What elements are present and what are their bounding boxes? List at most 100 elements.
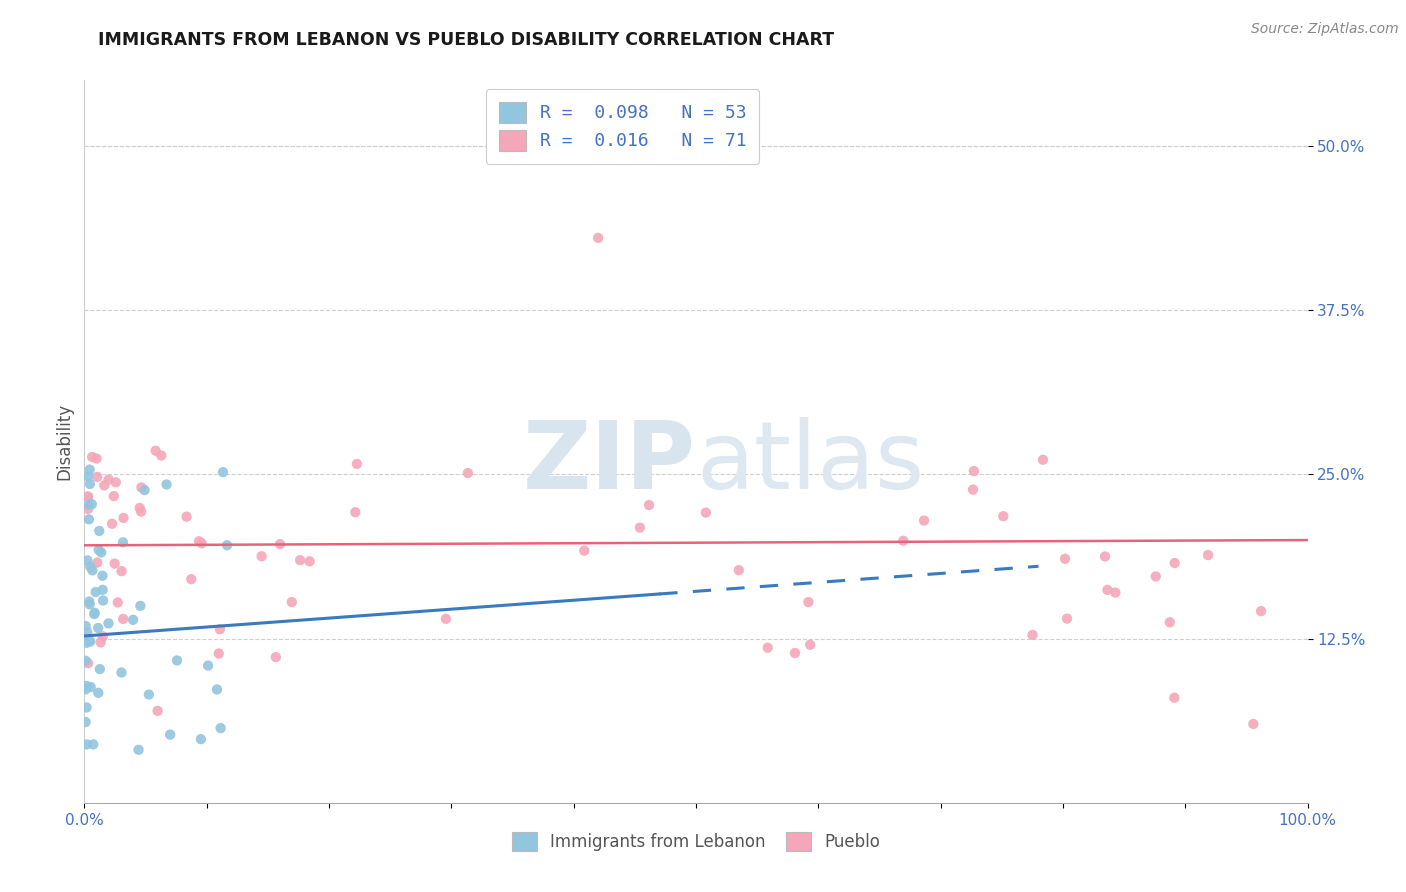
Point [80, 680, 103, 694]
Point [111, 535, 134, 549]
Point [264, 650, 287, 665]
Point [269, 537, 291, 551]
Point [82, 563, 104, 577]
Point [166, 653, 188, 667]
Point [434, 612, 457, 626]
Point [574, 543, 596, 558]
Point [76, 738, 98, 752]
Point [77, 512, 100, 526]
Point [1056, 612, 1078, 626]
Point [1197, 548, 1219, 562]
Point [250, 549, 273, 564]
Point [586, 231, 609, 245]
Point [80, 497, 103, 511]
Point [1094, 549, 1116, 564]
Legend: Immigrants from Lebanon, Pueblo: Immigrants from Lebanon, Pueblo [503, 823, 889, 860]
Point [83, 606, 105, 620]
Point [963, 464, 986, 478]
Point [79, 462, 101, 476]
Point [457, 466, 479, 480]
Y-axis label: Disability: Disability [55, 403, 73, 480]
Point [76, 700, 98, 714]
Point [208, 623, 231, 637]
Point [155, 477, 177, 491]
Point [727, 563, 749, 577]
Point [110, 665, 132, 680]
Point [891, 533, 914, 548]
Point [90, 635, 112, 649]
Point [799, 638, 821, 652]
Point [110, 564, 132, 578]
Point [107, 595, 129, 609]
Point [1054, 551, 1077, 566]
Point [79, 598, 101, 612]
Point [82, 738, 104, 752]
Point [83, 607, 105, 621]
Point [756, 640, 779, 655]
Point [1097, 582, 1119, 597]
Point [150, 449, 173, 463]
Point [84, 585, 107, 599]
Point [1159, 615, 1181, 630]
Point [91, 593, 114, 607]
Point [90, 545, 112, 559]
Point [134, 483, 156, 497]
Point [101, 516, 124, 531]
Point [131, 481, 153, 495]
Point [298, 554, 321, 568]
Point [346, 457, 368, 471]
Point [79, 477, 101, 491]
Point [86, 556, 108, 570]
Point [104, 475, 127, 490]
Point [87, 621, 110, 635]
Text: ZIP: ZIP [523, 417, 696, 509]
Point [215, 538, 238, 552]
Point [87, 686, 110, 700]
Point [962, 483, 984, 497]
Point [112, 511, 135, 525]
Point [176, 509, 198, 524]
Point [77, 469, 100, 483]
Point [628, 521, 651, 535]
Point [344, 505, 367, 519]
Point [76, 553, 98, 567]
Point [1032, 452, 1054, 467]
Point [86, 470, 108, 484]
Point [87, 543, 110, 558]
Point [77, 634, 100, 648]
Point [77, 502, 100, 516]
Point [129, 599, 152, 613]
Point [97, 473, 120, 487]
Point [208, 647, 231, 661]
Text: IMMIGRANTS FROM LEBANON VS PUEBLO DISABILITY CORRELATION CHART: IMMIGRANTS FROM LEBANON VS PUEBLO DISABI… [98, 31, 835, 49]
Text: atlas: atlas [696, 417, 924, 509]
Point [76, 679, 98, 693]
Point [205, 682, 228, 697]
Point [91, 568, 114, 582]
Point [190, 536, 212, 550]
Point [103, 489, 125, 503]
Point [77, 490, 100, 504]
Point [1021, 628, 1043, 642]
Point [91, 629, 114, 643]
Point [86, 451, 108, 466]
Point [82, 450, 104, 464]
Point [75, 682, 97, 697]
Point [1250, 604, 1272, 618]
Point [89, 662, 111, 676]
Point [75, 619, 97, 633]
Point [89, 524, 111, 538]
Point [212, 465, 235, 479]
Point [77, 594, 100, 608]
Point [76, 625, 98, 640]
Point [75, 654, 97, 668]
Point [783, 646, 806, 660]
Point [638, 498, 661, 512]
Point [695, 506, 717, 520]
Point [912, 514, 935, 528]
Point [288, 553, 311, 567]
Point [112, 612, 135, 626]
Point [281, 595, 304, 609]
Point [93, 478, 115, 492]
Point [1144, 569, 1167, 583]
